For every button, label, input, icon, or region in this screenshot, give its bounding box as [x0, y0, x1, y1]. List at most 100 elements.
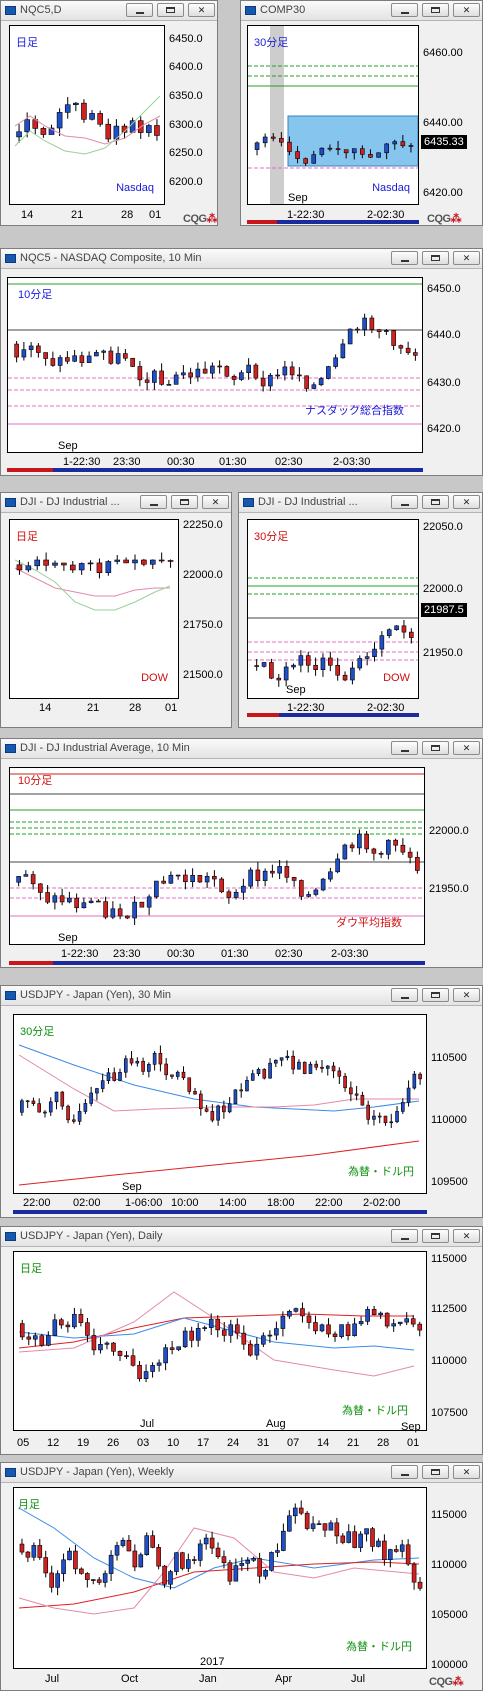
y-tick: 6400.0 [169, 61, 203, 73]
candle-body [176, 1346, 181, 1350]
x-tick: Jan [199, 1673, 217, 1685]
range-bar[interactable] [7, 468, 53, 472]
minimize-icon[interactable] [391, 495, 418, 509]
candle-body [284, 866, 290, 878]
price-plot[interactable]: 30分足 DOW Sep [247, 519, 419, 699]
candle-body [86, 355, 92, 363]
minimize-icon[interactable] [126, 3, 153, 17]
title-bar[interactable]: DJI - DJ Industrial Average, 10 Min ✕ [1, 739, 482, 759]
candle-body [175, 874, 181, 877]
restore-icon[interactable] [422, 3, 449, 17]
candle-body [279, 138, 284, 143]
candle-body [43, 1111, 47, 1114]
close-icon[interactable]: ✕ [453, 988, 480, 1002]
candle-body [239, 1089, 243, 1092]
candle-body [316, 1523, 322, 1525]
candle-body [149, 559, 156, 565]
title-bar[interactable]: DJI - DJ Industrial ... ✕ [239, 493, 482, 513]
range-bar[interactable] [53, 468, 423, 472]
restore-icon[interactable] [422, 495, 449, 509]
restore-icon[interactable] [157, 3, 184, 17]
candle-body [158, 1052, 163, 1065]
x-tick: 01:30 [221, 948, 249, 960]
y-tick: 6250.0 [169, 147, 203, 159]
window-title: NQC5,D [20, 4, 62, 16]
title-bar[interactable]: USDJPY - Japan (Yen), 30 Min ✕ [1, 986, 482, 1006]
close-icon[interactable]: ✕ [202, 495, 229, 509]
candle-body [110, 908, 116, 918]
price-plot[interactable]: 日足 為替・ドル円 Jul Aug [13, 1251, 427, 1431]
restore-icon[interactable] [422, 741, 449, 755]
restore-icon[interactable] [171, 495, 198, 509]
range-bar[interactable] [247, 220, 277, 224]
title-bar[interactable]: USDJPY - Japan (Yen), Weekly ✕ [1, 1463, 482, 1483]
close-icon[interactable]: ✕ [453, 1465, 480, 1479]
title-bar[interactable]: USDJPY - Japan (Yen), Daily ✕ [1, 1227, 482, 1247]
candle-body [362, 317, 367, 331]
candle-body [146, 125, 152, 133]
candle-body [332, 1333, 338, 1337]
candle-body [275, 374, 280, 377]
candle-body [297, 1061, 301, 1070]
candle-body [334, 1522, 340, 1537]
candle-body [234, 1324, 240, 1334]
range-bar[interactable] [13, 1210, 427, 1214]
price-plot[interactable]: 30分足 Nasdaq Sep [247, 25, 419, 205]
close-icon[interactable]: ✕ [453, 495, 480, 509]
restore-icon[interactable] [422, 1465, 449, 1479]
candle-body [378, 1312, 383, 1316]
price-plot[interactable]: 日足 DOW [9, 519, 179, 699]
window-title: USDJPY - Japan (Yen), Weekly [20, 1466, 174, 1478]
minimize-icon[interactable] [391, 3, 418, 17]
candle-body [132, 901, 137, 919]
close-icon[interactable]: ✕ [453, 741, 480, 755]
close-icon[interactable]: ✕ [188, 3, 215, 17]
range-bar[interactable] [247, 713, 279, 717]
candle-body [313, 664, 318, 670]
minimize-icon[interactable] [140, 495, 167, 509]
price-plot[interactable]: 10分足 ダウ平均指数 Sep [9, 767, 425, 945]
candle-body [349, 1087, 353, 1095]
candle-body [161, 880, 166, 884]
y-tick: 115000 [431, 1509, 467, 1521]
candle-body [173, 374, 179, 385]
title-bar[interactable]: DJI - DJ Industrial ... ✕ [1, 493, 231, 513]
candle-body [187, 1077, 192, 1092]
candle-body [189, 1330, 194, 1341]
title-bar[interactable]: NQC5 - NASDAQ Composite, 10 Min ✕ [1, 249, 482, 269]
x-tick: 28 [121, 209, 134, 221]
dji-10min-window: DJI - DJ Industrial Average, 10 Min ✕ 10… [0, 738, 483, 968]
close-icon[interactable]: ✕ [453, 1229, 480, 1243]
price-plot[interactable]: 30分足 為替・ドル円 Sep [13, 1014, 427, 1194]
minimize-icon[interactable] [391, 1229, 418, 1243]
minimize-icon[interactable] [391, 988, 418, 1002]
price-plot[interactable]: 10分足 ナスダック総合指数 Sep [7, 277, 423, 453]
range-bar[interactable] [277, 220, 419, 224]
range-bar[interactable] [9, 961, 53, 965]
x-tick: Apr [275, 1673, 293, 1685]
candle-body [111, 1342, 116, 1352]
x-tick: 28 [129, 702, 142, 714]
minimize-icon[interactable] [391, 251, 418, 265]
candle-body [400, 1102, 405, 1112]
restore-icon[interactable] [422, 988, 449, 1002]
price-plot[interactable]: 月足 為替・ドル円 2017 [13, 1487, 427, 1669]
minimize-icon[interactable] [391, 741, 418, 755]
range-bar[interactable] [279, 713, 419, 717]
price-plot[interactable]: 日足 Nasdaq [9, 25, 165, 205]
candle-body [182, 1330, 188, 1348]
range-bar[interactable] [53, 961, 425, 965]
restore-icon[interactable] [422, 251, 449, 265]
restore-icon[interactable] [422, 1229, 449, 1243]
close-icon[interactable]: ✕ [453, 3, 480, 17]
x-tick: 26 [107, 1437, 120, 1449]
title-bar[interactable]: NQC5,D ✕ [1, 1, 217, 21]
minimize-icon[interactable] [391, 1465, 418, 1479]
close-icon[interactable]: ✕ [453, 251, 480, 265]
candle-body [410, 1318, 416, 1325]
x-tick: 21 [87, 702, 100, 714]
candle-body [102, 1573, 108, 1583]
candle-body [104, 1342, 110, 1345]
candle-body [37, 1103, 42, 1113]
title-bar[interactable]: COMP30 ✕ [241, 1, 482, 21]
